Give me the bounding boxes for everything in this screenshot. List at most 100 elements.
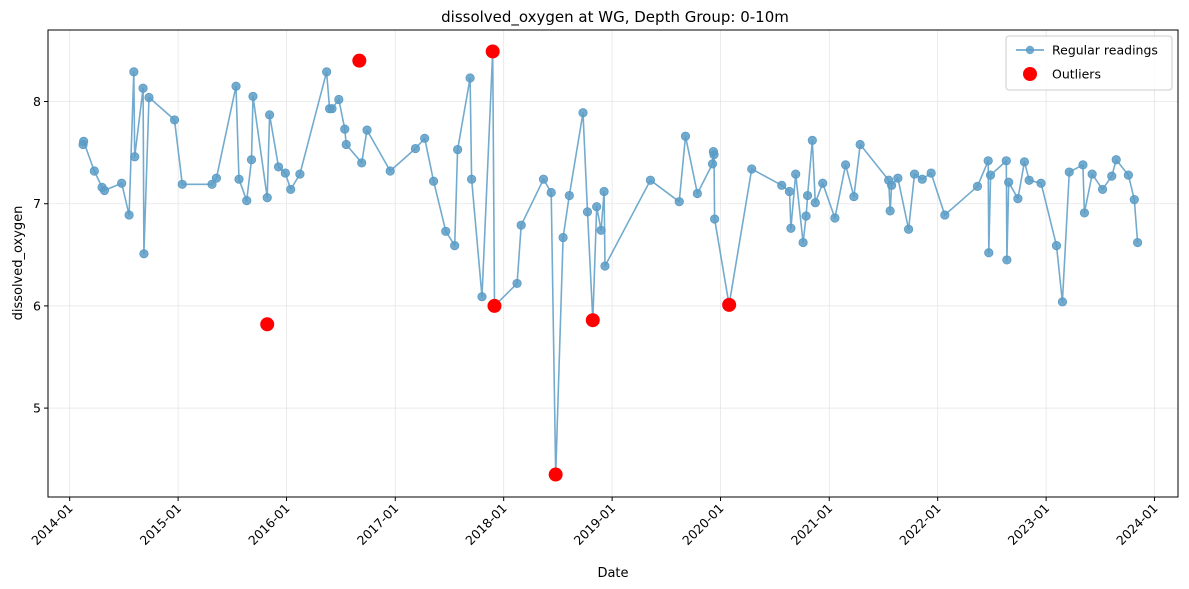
regular-reading-point [477, 292, 487, 302]
regular-reading-point [139, 249, 149, 259]
regular-reading-point [286, 184, 296, 195]
regular-reading-point [885, 206, 895, 216]
regular-reading-point [1004, 177, 1014, 187]
legend-label-regular: Regular readings [1052, 43, 1158, 58]
outlier-point [722, 297, 737, 312]
regular-reading-point [578, 108, 588, 118]
regular-reading-point [592, 202, 602, 212]
regular-reading-point [1107, 171, 1117, 181]
regular-reading-point [849, 191, 859, 202]
chart-title: dissolved_oxygen at WG, Depth Group: 0-1… [441, 8, 789, 27]
legend: Regular readings Outliers [1005, 35, 1173, 91]
regular-reading-point [1036, 178, 1046, 188]
plot-frame [47, 29, 1179, 498]
regular-reading-point [246, 155, 257, 165]
outlier-point [585, 313, 600, 328]
regular-reading-point [130, 152, 140, 162]
regular-reading-point [512, 278, 522, 289]
regular-reading-point [596, 225, 606, 235]
x-tick-label: 2015-01 [137, 501, 185, 549]
outlier-point [352, 53, 367, 68]
regular-reading-point [1097, 184, 1108, 195]
regular-reading-point [89, 166, 99, 176]
regular-reading-point [465, 73, 475, 83]
regular-reading-point [840, 160, 851, 170]
regular-reading-point [1001, 156, 1011, 166]
regular-reading-point [692, 188, 702, 199]
regular-reading-point [362, 125, 372, 135]
regular-reading-point [357, 158, 367, 168]
regular-reading-point [1013, 194, 1023, 204]
regular-reading-point [1024, 175, 1034, 185]
y-axis: 5 6 7 8 [33, 94, 48, 416]
regular-reading-point [1133, 237, 1143, 248]
regular-reading-point [341, 139, 351, 150]
regular-reading-point [1111, 155, 1121, 165]
regular-reading-point [680, 131, 691, 141]
regular-reading-point [231, 81, 241, 91]
x-axis-label: Date [597, 566, 628, 581]
regular-reading-point [248, 91, 258, 102]
regular-reading-point [972, 181, 983, 191]
y-tick-label: 5 [33, 401, 41, 416]
regular-reading-point [903, 224, 914, 234]
regular-reading-point [807, 135, 817, 145]
regular-reading-point [1078, 160, 1088, 170]
y-axis-label: dissolved_oxygen [11, 206, 26, 321]
x-tick-label: 2017-01 [354, 501, 402, 549]
x-tick-label: 2021-01 [788, 501, 836, 549]
outlier-point [260, 317, 275, 332]
regular-reading-point [786, 223, 796, 233]
regular-reading-point [830, 213, 840, 223]
regular-reading-point [322, 67, 332, 77]
regular-reading-point [467, 174, 477, 184]
regular-reading-point [1057, 297, 1068, 307]
regular-reading-point [810, 198, 820, 208]
regular-reading-point [273, 162, 284, 172]
regular-reading-point [600, 261, 610, 271]
regular-reading-point [79, 136, 89, 146]
regular-reading-point [599, 186, 609, 197]
outlier-point [548, 467, 563, 482]
series-layer [78, 44, 1143, 482]
regular-reading-point [546, 187, 556, 198]
regular-reading-point [117, 178, 127, 188]
regular-reading-point [334, 94, 344, 105]
legend-outlier-swatch [1023, 67, 1037, 81]
regular-reading-point [420, 133, 430, 143]
regular-reading-point [645, 175, 656, 185]
x-tick-label: 2020-01 [679, 501, 727, 549]
x-tick-label: 2016-01 [245, 501, 293, 549]
regular-reading-point [909, 169, 920, 179]
regular-reading-point [538, 174, 549, 184]
regular-reading-point [983, 156, 993, 166]
legend-box [1005, 35, 1173, 91]
regular-reading-point [747, 164, 757, 174]
x-tick-label: 2018-01 [462, 501, 510, 549]
regular-reading-point [582, 207, 593, 217]
regular-reading-point [262, 192, 272, 203]
regular-reading-point [410, 143, 421, 154]
regular-reading-point [926, 168, 936, 178]
x-axis: 2014-01 2015-01 2016-01 2017-01 2018-01 2019-… [28, 497, 1161, 549]
regular-reading-point [985, 170, 996, 180]
regular-reading-point [1079, 208, 1090, 218]
regular-reading-point [777, 180, 787, 190]
regular-reading-point [340, 124, 350, 134]
regular-reading-point [707, 159, 718, 169]
legend-label-outliers: Outliers [1052, 67, 1101, 82]
regular-reading-point [211, 173, 222, 183]
regular-reading-point [1002, 255, 1012, 265]
regular-reading-point [1087, 169, 1097, 179]
y-tick-label: 6 [33, 298, 41, 313]
regular-reading-point [801, 211, 811, 221]
regular-reading-point [1129, 195, 1139, 205]
x-tick-label: 2014-01 [28, 501, 76, 549]
regular-reading-point [674, 197, 684, 207]
x-tick-label: 2023-01 [1005, 501, 1053, 549]
x-tick-label: 2024-01 [1113, 501, 1161, 549]
regular-reading-point [798, 237, 808, 248]
regular-reading-point [984, 248, 994, 258]
regular-reading-point [1123, 170, 1133, 180]
